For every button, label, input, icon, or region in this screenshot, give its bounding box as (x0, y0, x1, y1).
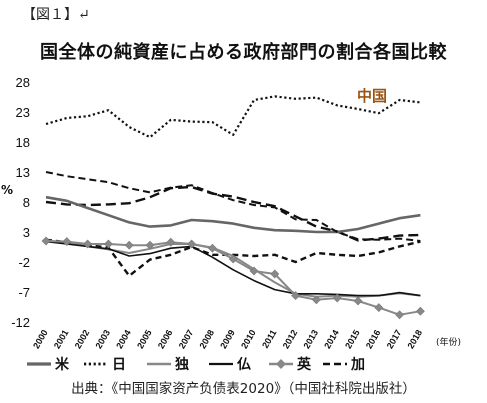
figure-label: 【図１】↵ (22, 7, 90, 23)
x-tick-label: 2018 (405, 328, 424, 350)
data-point-marker (62, 237, 72, 247)
series-line (45, 171, 421, 242)
series-line (45, 240, 421, 316)
x-tick-label: 2004 (114, 328, 133, 350)
data-point-marker (41, 236, 51, 246)
x-axis-unit: (年份) (436, 336, 461, 348)
y-axis-label: % (1, 183, 14, 197)
source-citation: 出典：《中国国家资产负债表2020》（中国社科院出版社） (71, 381, 416, 397)
data-point-marker (145, 240, 155, 250)
legend-label: 仏 (237, 357, 251, 373)
x-tick-label: 2016 (364, 328, 383, 350)
y-tick-label: -12 (11, 315, 30, 330)
y-tick-label: 28 (16, 75, 30, 90)
legend-label: 米 (55, 356, 70, 373)
y-tick-label: 23 (16, 105, 30, 120)
y-tick-label: 13 (16, 165, 30, 180)
annotation-label: 中国 (357, 87, 387, 105)
x-tick-label: 2006 (156, 328, 175, 350)
x-tick-label: 2009 (218, 328, 237, 350)
data-point-marker (291, 291, 301, 301)
series-line-extra (45, 185, 421, 242)
data-point-marker (415, 306, 425, 316)
x-tick-label: 2012 (281, 328, 300, 350)
data-point-marker (207, 243, 217, 253)
data-point-marker (166, 237, 176, 247)
x-tick-label: 2002 (73, 328, 92, 350)
x-tick-label: 2007 (177, 328, 196, 350)
x-tick-label: 2011 (260, 328, 278, 350)
data-point-marker (249, 266, 259, 276)
data-point-marker (83, 239, 93, 249)
y-tick-label: -2 (18, 255, 30, 270)
x-tick-label: 2000 (31, 328, 50, 350)
data-point-marker (353, 296, 363, 306)
data-point-marker (124, 240, 134, 250)
data-point-marker (332, 293, 342, 303)
x-tick-label: 2010 (239, 328, 258, 350)
y-tick-label: 8 (23, 195, 30, 210)
x-tick-label: 2015 (343, 328, 362, 350)
data-point-marker (311, 295, 321, 305)
x-tick-label: 2014 (322, 328, 341, 350)
data-point-marker (374, 303, 384, 313)
x-tick-label: 2017 (385, 328, 404, 350)
x-tick-label: 2013 (301, 328, 320, 350)
x-tick-label: 2003 (93, 328, 112, 350)
data-point-marker (270, 269, 280, 279)
x-tick-label: 2005 (135, 328, 154, 350)
data-point-marker (103, 239, 113, 249)
data-point-marker (228, 254, 238, 264)
x-tick-label: 2001 (52, 328, 71, 350)
chart-title: 国全体の純資産に占める政府部門の割合各国比較 (40, 42, 447, 63)
legend-label: 英 (296, 356, 312, 373)
legend-label: 日 (112, 357, 126, 373)
legend-label: 加 (350, 357, 365, 373)
data-point-marker (395, 310, 405, 320)
legend-marker (276, 359, 286, 369)
data-point-marker (187, 239, 197, 249)
series-line (45, 95, 421, 139)
series-line (45, 240, 421, 297)
legend-label: 独 (175, 356, 189, 373)
x-tick-label: 2008 (197, 328, 216, 350)
y-tick-label: 18 (16, 135, 30, 150)
series-line (45, 195, 421, 234)
y-tick-label: 3 (23, 225, 30, 240)
y-tick-label: -7 (18, 285, 30, 300)
